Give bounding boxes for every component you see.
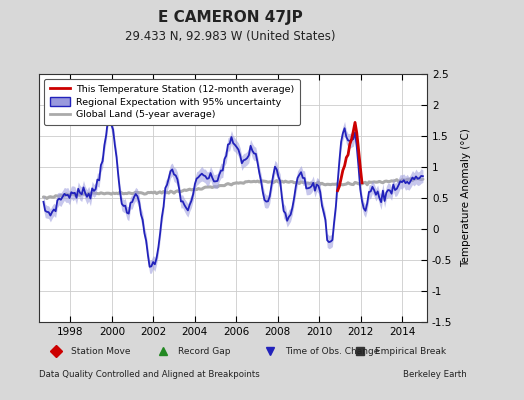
Text: E CAMERON 47JP: E CAMERON 47JP	[158, 10, 303, 25]
Text: 29.433 N, 92.983 W (United States): 29.433 N, 92.983 W (United States)	[125, 30, 336, 43]
Text: Station Move: Station Move	[71, 346, 131, 356]
Y-axis label: Temperature Anomaly (°C): Temperature Anomaly (°C)	[461, 128, 471, 268]
Text: Berkeley Earth: Berkeley Earth	[402, 370, 466, 379]
Text: Record Gap: Record Gap	[178, 346, 231, 356]
Legend: This Temperature Station (12-month average), Regional Expectation with 95% uncer: This Temperature Station (12-month avera…	[44, 79, 300, 125]
Text: Data Quality Controlled and Aligned at Breakpoints: Data Quality Controlled and Aligned at B…	[39, 370, 260, 379]
Text: Empirical Break: Empirical Break	[375, 346, 446, 356]
Text: Time of Obs. Change: Time of Obs. Change	[285, 346, 379, 356]
